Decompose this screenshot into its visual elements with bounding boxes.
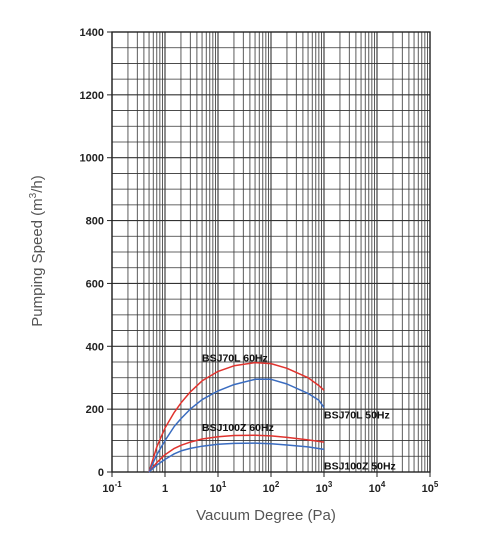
y-tick-label: 600 bbox=[86, 278, 104, 290]
x-tick-base: 10 bbox=[102, 483, 114, 495]
x-tick-label: 103 bbox=[316, 480, 333, 495]
x-tick-label: 1 bbox=[162, 483, 168, 495]
y-tick-label: 1200 bbox=[80, 90, 104, 102]
x-tick-label: 102 bbox=[263, 480, 280, 495]
x-tick-base: 10 bbox=[369, 483, 381, 495]
y-axis-title-tail: /h) bbox=[29, 175, 46, 193]
y-axis-title-main: Pumping Speed (m bbox=[29, 198, 46, 326]
x-tick-base: 10 bbox=[210, 483, 222, 495]
y-axis-ticks: 0 200 400 600 800 1000 1200 1400 bbox=[80, 27, 112, 479]
y-axis-title-sup: 3 bbox=[28, 192, 39, 198]
y-tick-label: 1400 bbox=[80, 27, 104, 39]
y-tick-label: 200 bbox=[86, 404, 104, 416]
chart-grid bbox=[111, 31, 430, 473]
series-line-3 bbox=[148, 434, 325, 473]
x-tick-exponent: 1 bbox=[222, 480, 227, 489]
x-axis-title: Vacuum Degree (Pa) bbox=[196, 507, 336, 524]
x-tick-base: 10 bbox=[422, 483, 434, 495]
x-tick-base: 10 bbox=[316, 483, 328, 495]
x-tick-label: 104 bbox=[369, 480, 386, 495]
x-tick-label: 101 bbox=[210, 480, 227, 495]
series-label-2: BSJ70L 50Hz bbox=[324, 410, 390, 422]
series-label-1: BSJ70L 60Hz bbox=[202, 352, 268, 364]
x-tick-exponent: 5 bbox=[434, 480, 439, 489]
y-tick-label: 400 bbox=[86, 341, 104, 353]
series-line-1 bbox=[148, 361, 325, 473]
x-tick-exponent: -1 bbox=[115, 480, 123, 489]
y-tick-label: 800 bbox=[86, 216, 104, 228]
x-tick-base: 1 bbox=[162, 483, 168, 495]
y-tick-label: 0 bbox=[98, 467, 104, 479]
series-label-3: BSJ100Z 60Hz bbox=[202, 422, 274, 434]
x-tick-base: 10 bbox=[263, 483, 275, 495]
x-tick-exponent: 3 bbox=[328, 480, 333, 489]
series-lines bbox=[148, 361, 325, 473]
series-line-4 bbox=[148, 442, 325, 473]
series-labels: BSJ70L 60Hz BSJ70L 50Hz BSJ100Z 60Hz BSJ100… bbox=[202, 352, 396, 472]
x-axis-ticks: 10-1 1 101 102 103 104 105 bbox=[102, 472, 439, 495]
y-tick-label: 1000 bbox=[80, 153, 104, 165]
x-tick-exponent: 4 bbox=[381, 480, 386, 489]
y-axis-title: Pumping Speed (m3/h) bbox=[28, 175, 46, 326]
x-tick-exponent: 2 bbox=[275, 480, 280, 489]
x-tick-label: 10-1 bbox=[102, 480, 122, 495]
series-line-2 bbox=[148, 378, 325, 473]
series-label-4: BSJ100Z 50Hz bbox=[324, 460, 396, 472]
x-tick-label: 105 bbox=[422, 480, 439, 495]
